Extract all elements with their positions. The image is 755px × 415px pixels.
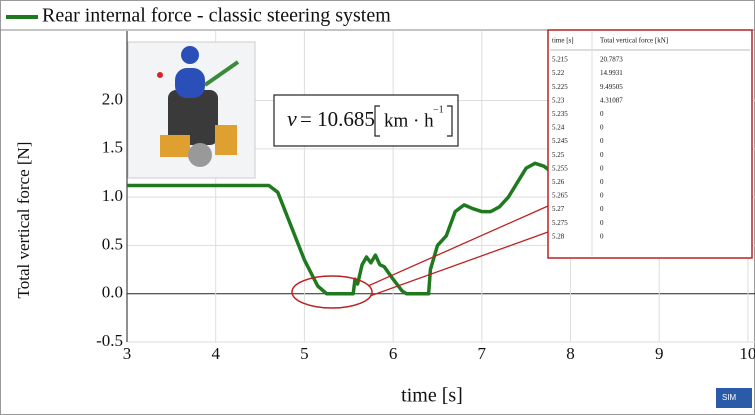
y-tick-label: 2.0 xyxy=(102,89,123,108)
formula-unit: km · h xyxy=(384,110,434,131)
formula-exponent: −1 xyxy=(433,104,444,115)
y-tick-label: 0.5 xyxy=(102,234,123,253)
table-cell: 5.225 xyxy=(552,83,568,91)
table-cell: 5.215 xyxy=(552,56,568,64)
table-cell: 0 xyxy=(600,137,604,145)
x-tick-label: 4 xyxy=(211,344,220,363)
x-tick-label: 10 xyxy=(739,344,755,363)
table-cell: 5.255 xyxy=(552,164,568,172)
y-tick-label: -0.5 xyxy=(96,331,123,350)
table-cell: 5.26 xyxy=(552,178,565,186)
y-axis-label: Total vertical force [N] xyxy=(14,142,33,299)
table-cell: 5.235 xyxy=(552,110,568,118)
x-tick-label: 7 xyxy=(478,344,487,363)
chart: Total vertical force [N] time [s] Rear i… xyxy=(0,0,755,415)
table-cell: 0 xyxy=(600,124,604,132)
formula-variable: v xyxy=(287,106,297,131)
table-cell: 5.245 xyxy=(552,137,568,145)
x-tick-label: 3 xyxy=(123,344,132,363)
table-cell: 0 xyxy=(600,178,604,186)
table-cell: 0 xyxy=(600,232,604,240)
table-header: time [s] xyxy=(552,37,574,45)
table-cell: 5.27 xyxy=(552,205,565,213)
table-cell: 5.28 xyxy=(552,232,565,240)
table-cell: 5.265 xyxy=(552,192,568,200)
legend-label: Rear internal force - classic steering s… xyxy=(42,5,391,27)
y-tick-label: 0.0 xyxy=(102,283,123,302)
table-cell: 5.22 xyxy=(552,69,565,77)
table-cell: 5.24 xyxy=(552,124,565,132)
table-cell: 0 xyxy=(600,110,604,118)
inset-table: time [s] Total vertical force [kN] 5.215 20… xyxy=(548,30,752,258)
table-cell: 14.9931 xyxy=(600,69,623,77)
table-cell: 0 xyxy=(600,151,604,159)
x-tick-label: 8 xyxy=(566,344,575,363)
x-axis-label: time [s] xyxy=(401,385,463,407)
y-tick-label: 1.0 xyxy=(102,186,123,205)
x-tick-label: 5 xyxy=(300,344,309,363)
logo-text: SIM xyxy=(722,393,737,402)
table-cell: 0 xyxy=(600,164,604,172)
x-tick-label: 6 xyxy=(389,344,398,363)
table-cell: 20.7873 xyxy=(600,56,623,64)
table-cell: 5.275 xyxy=(552,219,568,227)
table-header: Total vertical force [kN] xyxy=(600,37,668,45)
inset-image xyxy=(128,42,255,178)
table-cell: 4.31087 xyxy=(600,96,623,104)
table-cell: 5.25 xyxy=(552,151,565,159)
table-cell: 0 xyxy=(600,192,604,200)
table-cell: 9.49505 xyxy=(600,83,623,91)
table-cell: 5.23 xyxy=(552,96,565,104)
y-tick-label: 1.5 xyxy=(102,138,123,157)
table-cell: 0 xyxy=(600,205,604,213)
x-tick-label: 9 xyxy=(655,344,664,363)
formula-value: = 10.685 xyxy=(300,107,375,131)
table-cell: 0 xyxy=(600,219,604,227)
